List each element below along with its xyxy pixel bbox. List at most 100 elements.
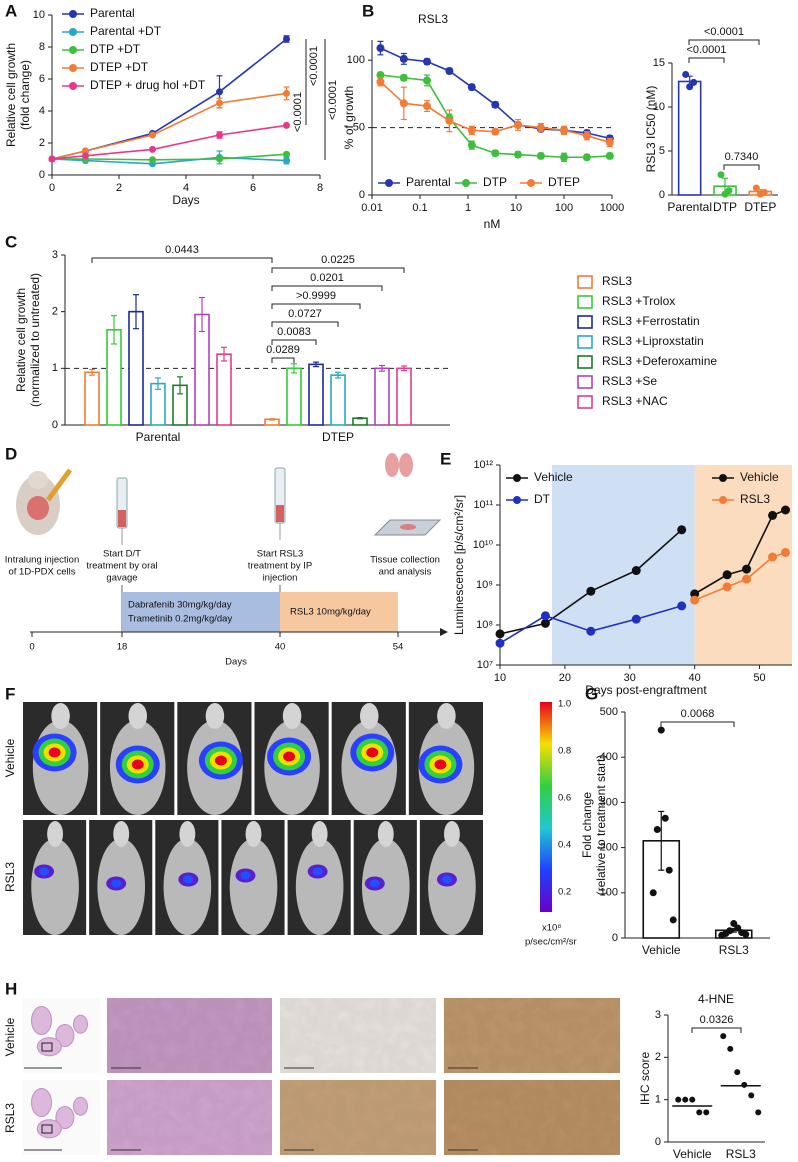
bar [286, 367, 302, 426]
data-point [768, 552, 778, 562]
histology-image [444, 1080, 620, 1155]
tissue-section [31, 1006, 52, 1035]
y-axis-title: (fold change) [18, 60, 32, 130]
data-point [582, 153, 591, 162]
timeline-tick-label: 0 [29, 642, 34, 653]
significance-bracket [271, 267, 405, 273]
y-tick-label: 200 [600, 842, 618, 854]
lung-icon [385, 453, 399, 477]
significance-bracket [91, 257, 273, 263]
legend-label: RSL3 [740, 492, 770, 506]
data-point [423, 57, 432, 66]
y-tick-label: 10 [33, 9, 45, 21]
event-text: injection [263, 573, 298, 584]
x-tick-label: DTEP [744, 200, 776, 214]
signal [183, 875, 194, 884]
y-axis-title: Luminescence [p/s/cm²/sr] [452, 495, 466, 635]
colorbar-unit: x10⁸ [542, 923, 561, 934]
signal [240, 871, 251, 880]
data-point [149, 145, 156, 153]
data-point [536, 123, 545, 132]
data-point [741, 1081, 748, 1088]
data-point [495, 638, 505, 648]
panel-label: B [362, 1, 374, 20]
mouse-head [47, 821, 64, 847]
data-point [399, 99, 408, 108]
legend-label: DTEP [548, 175, 580, 189]
histology-image [107, 1080, 272, 1155]
event-text: of 1D-PDX cells [8, 567, 75, 578]
legend-label: RSL3 +NAC [602, 394, 668, 408]
data-point [445, 67, 454, 75]
legend-label: DTEP + drug hol +DT [90, 78, 206, 92]
mouse-body [295, 838, 344, 935]
x-tick-label: RSL3 [726, 1147, 756, 1161]
replicate-point [690, 78, 698, 86]
p-value: 0.0201 [310, 272, 344, 284]
mouse-head [377, 821, 394, 847]
x-tick-label: 50 [753, 672, 765, 684]
x-tick-label: DTP [713, 200, 737, 214]
event-text: Tissue collection [370, 555, 440, 566]
legend-swatch [577, 355, 593, 369]
data-point [495, 629, 505, 639]
data-point [703, 1109, 710, 1116]
signal [131, 759, 144, 770]
y-tick-label: 2 [39, 137, 45, 149]
x-tick-label: 0.1 [412, 202, 427, 214]
event-text: Start D/T [103, 549, 141, 560]
x-tick-label: RSL3 [719, 943, 749, 957]
data-point [48, 155, 56, 163]
y-tick-label: 10 [653, 101, 665, 113]
signal [214, 755, 227, 766]
y-tick-label: 2 [655, 1051, 661, 1063]
phase-box [122, 592, 280, 632]
p-value: <0.0001 [704, 26, 744, 38]
data-point [376, 77, 385, 86]
legend-label: RSL3 +Liproxstatin [602, 334, 704, 348]
replicate-point [649, 889, 657, 897]
legend-label: Parental [90, 6, 135, 20]
data-point [467, 83, 476, 92]
legend-label: RSL3 [602, 274, 632, 288]
x-tick-label: 2 [116, 182, 122, 194]
y-axis-title: (relative to treatment start) [594, 755, 608, 896]
phase-box [280, 592, 398, 632]
timeline-diagram: Dabrafenib 30mg/kg/day Trametinib 0.2mg/… [5, 453, 448, 668]
syringe-fill [118, 510, 126, 527]
shaded-phase [694, 465, 792, 665]
replicate-point [717, 171, 725, 179]
y-axis-title: (normalized to untreated) [28, 273, 42, 407]
data-point [216, 131, 223, 139]
bar [330, 374, 346, 426]
replicate-point [730, 920, 738, 928]
x-axis-title: Days post-engraftment [585, 683, 707, 697]
event-text: and analysis [379, 567, 432, 578]
y-tick-label: 5 [659, 145, 665, 157]
y-tick-label: 1 [52, 362, 58, 374]
mouse-body [31, 838, 79, 935]
legend-marker [69, 28, 77, 36]
data-point [283, 157, 290, 165]
data-point [605, 138, 614, 147]
mouse-head [437, 703, 456, 729]
series-line [380, 47, 610, 140]
p-value: 0.7340 [725, 151, 759, 163]
y-tick-label: 1 [655, 1094, 661, 1106]
data-point [423, 102, 432, 111]
syringe-fill [276, 505, 284, 522]
data-point [742, 574, 752, 584]
data-point [513, 120, 522, 129]
x-tick-label: 4 [183, 182, 189, 194]
legend-marker [719, 474, 727, 482]
imaging-labels: Vehicle RSL3 x10⁸ p/sec/cm²/sr Vehicle R… [3, 702, 577, 1133]
data-point [677, 525, 687, 535]
p-value: 0.0289 [266, 344, 300, 356]
y-tick-label: 3 [52, 249, 58, 261]
y-axis-title: RSL3 IC50 (nM) [644, 86, 658, 173]
x-tick-label: 0 [49, 182, 55, 194]
legend-swatch [577, 335, 593, 349]
legend-label: DTEP +DT [90, 60, 149, 74]
chart-title: 4-HNE [698, 992, 734, 1006]
data-point [445, 116, 454, 125]
